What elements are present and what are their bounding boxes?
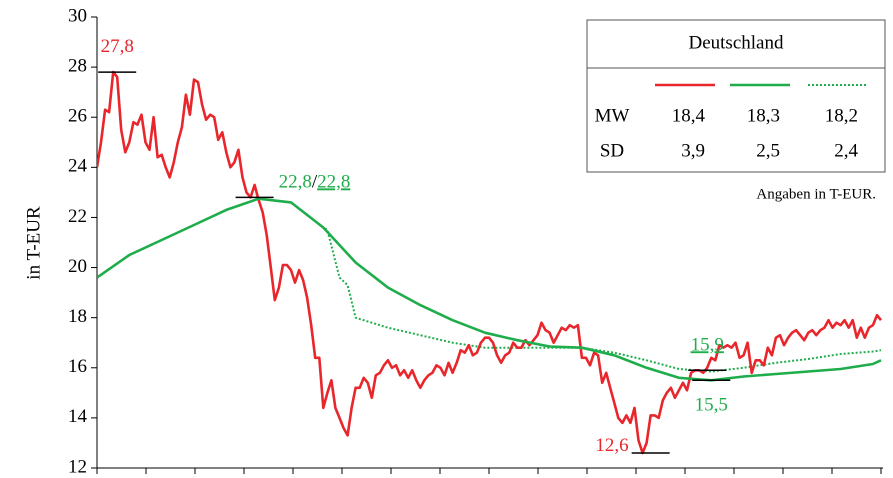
annotation: 22,8/22,8 — [279, 172, 351, 193]
series-line — [97, 197, 882, 373]
legend-stat: 18,3 — [747, 105, 780, 126]
y-tick-label: 28 — [68, 55, 87, 76]
annotation: 15,5 — [695, 395, 728, 416]
legend-row-label: MW — [595, 105, 630, 126]
y-tick-label: 12 — [68, 456, 87, 477]
legend-stat: 2,5 — [756, 140, 780, 161]
y-tick-label: 22 — [68, 206, 87, 227]
y-tick-label: 16 — [68, 356, 87, 377]
legend-stat: 18,4 — [672, 105, 706, 126]
y-tick-label: 18 — [68, 306, 87, 327]
series-line — [97, 70, 883, 455]
y-axis-label: in T-EUR — [23, 206, 44, 280]
annotation-part: 12,6 — [595, 435, 628, 456]
legend-stat: 2,4 — [834, 140, 858, 161]
legend-title: Deutschland — [689, 32, 784, 53]
y-tick-label: 26 — [68, 106, 87, 127]
legend-body-box — [586, 67, 886, 173]
annotation: 27,8 — [101, 36, 134, 57]
annotation-part: 22,8 — [279, 172, 312, 193]
annotation-part: 15,5 — [695, 395, 728, 416]
annotation-part: 15,9 — [691, 335, 724, 356]
y-tick-label: 20 — [68, 256, 87, 277]
annotation: 12,6 — [595, 435, 628, 456]
legend-row-label: SD — [600, 140, 624, 161]
annotation: 15,9 — [691, 335, 724, 356]
annotation-part: / — [312, 172, 318, 193]
legend-stat: 3,9 — [681, 140, 705, 161]
y-tick-label: 30 — [68, 5, 87, 26]
y-tick-label: 14 — [68, 406, 88, 427]
y-tick-label: 24 — [68, 156, 88, 177]
annotation-part: 22,8 — [317, 172, 350, 193]
legend-header-box — [586, 19, 886, 69]
annotation-part: 27,8 — [101, 36, 134, 57]
series-line — [97, 197, 882, 382]
legend-note: Angaben in T-EUR. — [756, 186, 876, 202]
legend-stat: 18,2 — [825, 105, 858, 126]
